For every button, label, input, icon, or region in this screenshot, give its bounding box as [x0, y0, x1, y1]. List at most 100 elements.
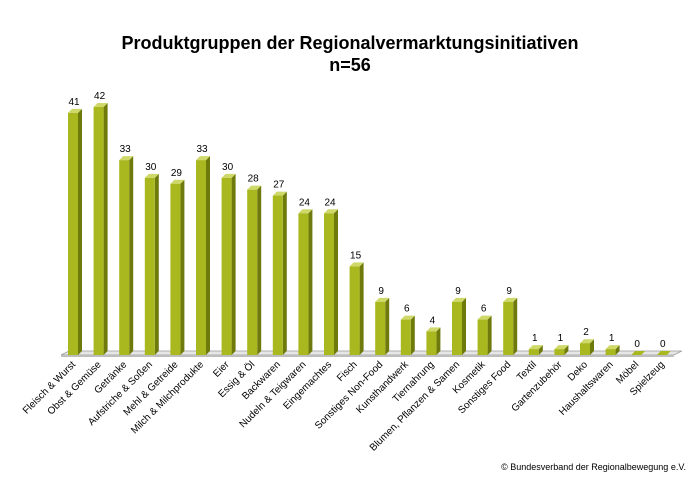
bar-top: [656, 351, 671, 355]
bar-side: [462, 297, 466, 355]
bar-side: [615, 345, 620, 355]
bar: [426, 327, 441, 355]
bar-top: [119, 156, 134, 161]
bar-front: [144, 177, 155, 355]
bar: [170, 179, 185, 355]
bar-top: [580, 339, 594, 344]
data-label: 27: [273, 180, 285, 191]
bar-front: [426, 331, 437, 355]
chart-floor-edge: [61, 355, 674, 357]
data-label: 6: [481, 304, 487, 315]
bar-top: [196, 156, 210, 161]
bar-top: [477, 315, 492, 320]
bar-front: [528, 349, 539, 355]
bar-side: [487, 315, 492, 355]
chart-title: Produktgruppen der Regionalvermarktungsi…: [121, 33, 579, 53]
data-label: 33: [120, 144, 132, 155]
bar: [68, 108, 82, 356]
data-label: 15: [350, 250, 362, 261]
bar-top: [554, 345, 569, 350]
bar-side: [180, 179, 185, 355]
data-label: 29: [171, 168, 183, 179]
bar-top: [93, 103, 108, 107]
bar: [221, 173, 236, 355]
data-label: 0: [634, 339, 640, 350]
data-label: 30: [145, 162, 157, 173]
bar: [400, 315, 415, 355]
bar-front: [196, 160, 206, 355]
bar-front: [580, 343, 590, 355]
bar-front: [119, 160, 130, 355]
bar-front: [68, 112, 78, 356]
bar-front: [221, 177, 232, 355]
bar: [631, 351, 646, 355]
data-label: 24: [324, 197, 336, 208]
bar: [247, 185, 262, 355]
bar-top: [298, 209, 313, 214]
bar: [503, 297, 518, 355]
data-label: 9: [506, 286, 512, 297]
bar-top: [272, 191, 287, 196]
data-label: 9: [455, 286, 461, 297]
data-label: 42: [94, 91, 106, 102]
bar-side: [359, 262, 364, 355]
bar: [119, 156, 134, 355]
bar-front: [170, 183, 181, 355]
bar-front: [375, 301, 386, 355]
data-label: 24: [299, 197, 311, 208]
data-label: 1: [532, 333, 538, 344]
bar: [272, 191, 287, 355]
bar-side: [257, 185, 262, 355]
bar-front: [298, 213, 309, 355]
bar-top: [503, 297, 518, 302]
data-label: 28: [248, 174, 260, 185]
bar-front: [349, 266, 360, 355]
bar-front: [324, 213, 334, 355]
bar-top: [528, 345, 543, 350]
bar-top: [349, 262, 364, 267]
bar-side: [538, 345, 543, 355]
bar-side: [334, 209, 338, 355]
bar-top: [631, 351, 646, 355]
bar: [528, 345, 543, 355]
data-label: 1: [558, 333, 564, 344]
bar-top: [426, 327, 441, 332]
bar: [324, 209, 338, 355]
bar: [477, 315, 492, 355]
bar: [196, 156, 210, 355]
bar-front: [605, 349, 616, 355]
bar-top: [170, 179, 185, 184]
bar-top: [375, 297, 390, 302]
copyright-credit: © Bundesverband der Regionalbewegung e.V…: [501, 462, 686, 472]
bar-side: [282, 191, 287, 355]
bar-side: [436, 327, 441, 355]
data-label: 0: [660, 339, 666, 350]
bar: [580, 339, 594, 355]
bar-side: [103, 103, 108, 355]
data-label: 2: [583, 327, 589, 338]
bar-top: [247, 185, 262, 190]
data-label: 30: [222, 162, 234, 173]
data-label: 6: [404, 304, 410, 315]
bar-side: [206, 156, 210, 355]
bar-front: [554, 349, 565, 355]
bar-side: [231, 173, 236, 355]
bar-front: [272, 195, 283, 355]
bar-front: [503, 301, 514, 355]
bar: [452, 297, 466, 355]
bar-top: [605, 345, 620, 350]
bar: [375, 297, 390, 355]
bar-front: [477, 319, 488, 355]
bar: [554, 345, 569, 355]
bar-side: [590, 339, 594, 355]
bar: [605, 345, 620, 355]
chart-subtitle: n=56: [329, 55, 371, 75]
bar-side: [129, 156, 134, 355]
bar-front: [452, 301, 462, 355]
bar: [298, 209, 313, 355]
bar-top: [400, 315, 415, 320]
bar-side: [564, 345, 569, 355]
bar-side: [78, 108, 82, 356]
data-label: 41: [68, 97, 80, 108]
bar: [93, 103, 108, 355]
